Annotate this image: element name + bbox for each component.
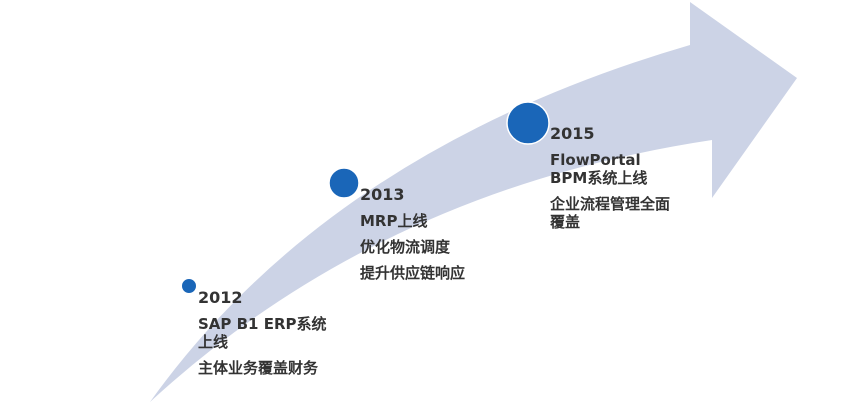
milestone-desc: 主体业务覆盖财务 — [198, 359, 319, 377]
milestone-year: 2012 — [198, 288, 243, 307]
milestone-2015: 2015 FlowPortal BPM系统上线 企业流程管理全面覆盖 — [550, 125, 675, 239]
milestone-2013: 2013 MRP上线 优化物流调度 提升供应链响应 — [360, 186, 500, 290]
milestone-desc-2: 提升供应链响应 — [360, 264, 466, 282]
milestone-desc: 企业流程管理全面覆盖 — [550, 195, 671, 231]
milestone-title: MRP上线 — [360, 212, 428, 230]
milestone-desc: 优化物流调度 — [360, 238, 451, 256]
milestone-dot-2015 — [506, 101, 550, 145]
milestone-title: SAP B1 ERP系统上线 — [198, 315, 327, 351]
milestone-year: 2015 — [550, 124, 595, 143]
milestone-dot-2012 — [181, 278, 197, 294]
milestone-title: FlowPortal BPM系统上线 — [550, 151, 648, 187]
milestone-dot-2013 — [328, 167, 360, 199]
milestone-2012: 2012 SAP B1 ERP系统上线 主体业务覆盖财务 — [198, 289, 338, 385]
arrow-shape — [150, 2, 797, 402]
milestone-year: 2013 — [360, 185, 405, 204]
